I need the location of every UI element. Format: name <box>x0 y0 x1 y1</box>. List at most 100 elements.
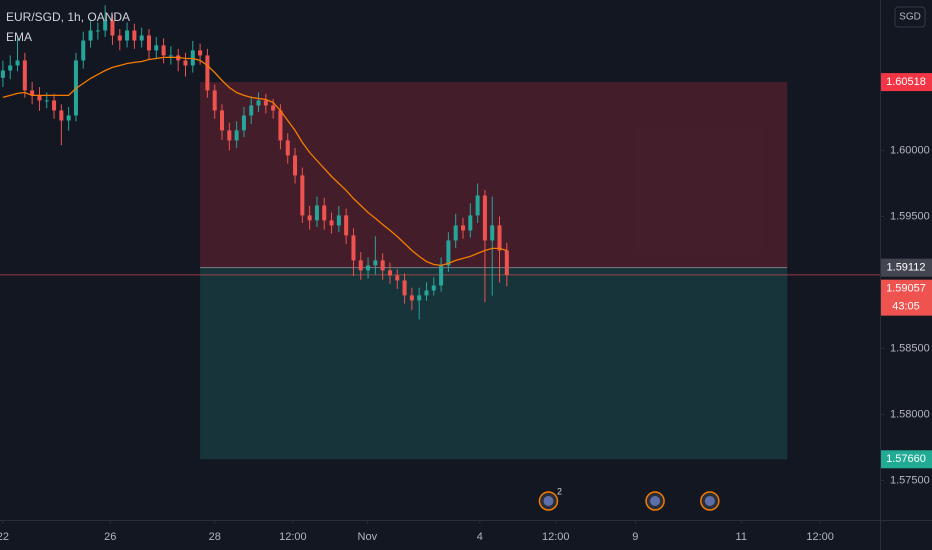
candle-body <box>329 220 334 226</box>
candle-body <box>168 55 173 57</box>
candle-body <box>417 295 422 301</box>
stop-price-label: 1.60518 <box>886 76 926 88</box>
x-tick-label: 9 <box>632 531 638 543</box>
candle-body <box>387 270 392 276</box>
candle-body <box>81 40 86 61</box>
candle-body <box>183 60 188 66</box>
x-tick-label: Nov <box>358 531 378 543</box>
candle-body <box>52 100 57 111</box>
x-tick-label: 22 <box>0 531 9 543</box>
candle-body <box>504 250 509 275</box>
candle-body <box>293 155 298 176</box>
last-price-label: 1.59057 <box>886 283 926 295</box>
chart-title: EUR/SGD, 1h, OANDA <box>6 10 130 24</box>
candle-body <box>344 215 349 236</box>
y-tick-label: 1.58500 <box>890 342 930 354</box>
event-count: 2 <box>557 486 562 496</box>
candle-body <box>132 30 137 41</box>
candle-body <box>373 260 378 266</box>
candle-body <box>8 65 13 71</box>
y-tick-label: 1.60000 <box>890 144 930 156</box>
candle-body <box>103 20 108 31</box>
candle-body <box>468 215 473 231</box>
currency-button[interactable] <box>894 6 926 28</box>
candle-body <box>409 295 414 301</box>
candle-body <box>66 115 71 121</box>
candle-body <box>278 110 283 141</box>
candle-body <box>125 30 130 41</box>
candle-body <box>15 60 20 66</box>
candle-body <box>446 240 451 266</box>
candle-body <box>366 265 371 271</box>
candle-body <box>234 130 239 141</box>
currency-label[interactable]: SGD <box>899 12 921 23</box>
candle-body <box>439 265 444 286</box>
candle-body <box>336 215 341 226</box>
candle-body <box>380 260 385 271</box>
x-tick-label: 12:00 <box>279 531 307 543</box>
x-tick-label: 11 <box>736 531 747 543</box>
candle-body <box>307 215 312 221</box>
candle-body <box>249 105 254 116</box>
position-zones <box>200 82 788 460</box>
candle-body <box>395 275 400 281</box>
candle-body <box>322 205 327 221</box>
x-tick-label: 12:00 <box>806 531 834 543</box>
candle-body <box>220 110 225 131</box>
y-tick-label: 1.58000 <box>890 408 930 420</box>
target-price-label-bg <box>881 450 932 469</box>
candle-body <box>95 30 100 32</box>
last-price-label-bg <box>881 279 932 316</box>
candle-body <box>88 30 93 41</box>
event-icon <box>650 496 661 506</box>
candle-body <box>241 115 246 131</box>
candle-body <box>285 140 290 156</box>
candle-body <box>212 90 217 111</box>
candle-body <box>490 225 495 241</box>
candle-body <box>161 45 166 56</box>
candle-body <box>0 70 5 78</box>
candle-body <box>256 100 261 106</box>
entry-price-label-bg <box>881 258 932 277</box>
candle-body <box>139 35 144 41</box>
candle-body <box>482 195 487 241</box>
candle-body <box>59 110 64 121</box>
x-tick-label: 12:00 <box>542 531 570 543</box>
stop-price-label-bg <box>881 73 932 92</box>
candle-body <box>460 225 466 231</box>
candle-body <box>198 50 203 56</box>
candle-body <box>37 95 42 101</box>
candle-body <box>453 225 458 241</box>
y-tick-label: 1.59500 <box>890 210 930 222</box>
candle-body <box>44 100 49 102</box>
candle-body <box>263 100 268 106</box>
target-price-label: 1.57660 <box>886 453 926 465</box>
candle-body <box>117 35 122 41</box>
event-icon <box>704 496 715 506</box>
target-zone <box>200 267 788 460</box>
candle-body <box>154 45 159 51</box>
candle-body <box>314 205 319 221</box>
candle-body <box>497 225 502 251</box>
candle-body <box>351 235 356 261</box>
countdown: 43:05 <box>892 301 920 313</box>
candle-body <box>431 285 436 291</box>
candle-body <box>110 20 115 36</box>
candle-body <box>146 35 151 51</box>
plot: 2 <box>0 5 880 511</box>
candle-body <box>475 195 480 216</box>
candle-body <box>300 175 305 216</box>
x-tick-label: 28 <box>209 531 221 543</box>
axes: 1.57500 1.58000 1.58500 1.59500 1.60000 22 26 2… <box>0 73 932 543</box>
entry-price-label: 1.59112 <box>887 262 926 274</box>
candle-body <box>227 130 232 141</box>
indicator-label: EMA <box>6 30 32 44</box>
x-tick-label: 26 <box>104 531 116 543</box>
event-icon <box>543 496 554 506</box>
candle-body <box>358 260 363 271</box>
candle-body <box>22 60 27 91</box>
y-tick-label: 1.57500 <box>890 474 930 486</box>
candle-body <box>402 280 407 296</box>
candle-body <box>205 55 210 91</box>
